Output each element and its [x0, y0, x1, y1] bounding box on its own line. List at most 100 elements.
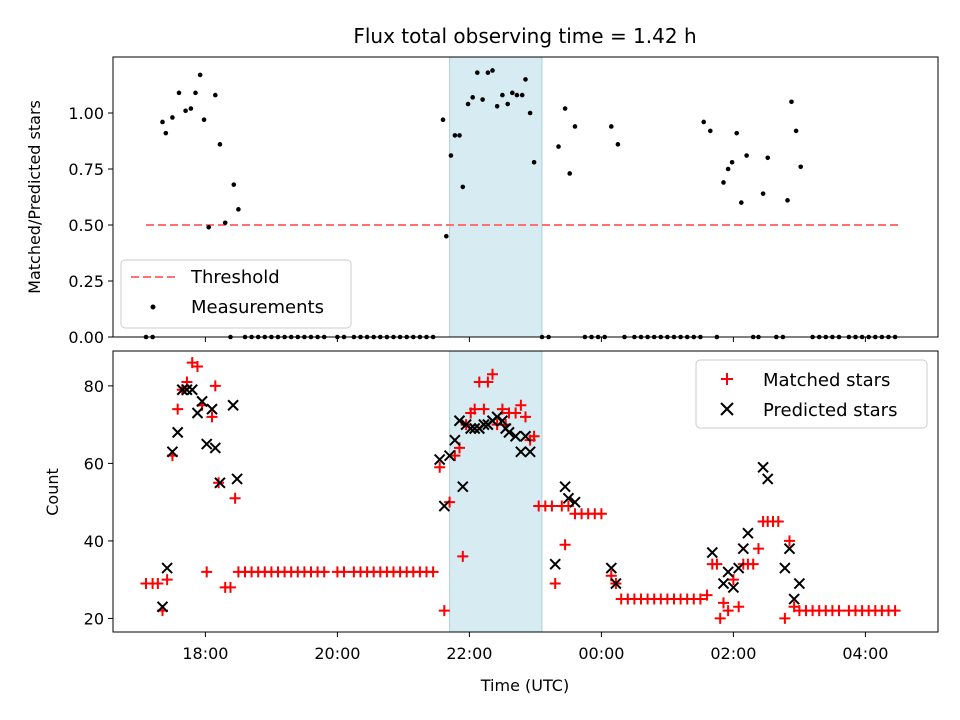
xtick-label: 04:00 — [842, 644, 888, 663]
matched-star-point — [733, 601, 745, 613]
bottom-span-shade — [449, 350, 543, 633]
legend-matched-swatch — [721, 373, 733, 385]
measurement-point — [729, 159, 735, 165]
predicted-star-point — [196, 395, 208, 408]
predicted-star-point — [227, 399, 239, 411]
predicted-star-point — [757, 461, 769, 473]
predicted-star-point — [762, 473, 774, 485]
matched-star-point — [714, 612, 726, 624]
measurement-point — [572, 124, 578, 129]
matched-star-point — [224, 581, 236, 593]
measurement-point — [163, 130, 169, 136]
measurement-point — [531, 159, 537, 165]
predicted-star-point — [478, 418, 490, 431]
predicted-star-point — [209, 442, 222, 454]
measurement-point — [222, 220, 228, 226]
predicted-star-point — [201, 438, 213, 450]
measurement-point — [556, 144, 561, 149]
measurement-point — [193, 90, 198, 96]
xtick-label: 20:00 — [314, 644, 360, 663]
measurement-point — [217, 142, 223, 147]
top-ytick-label: 1.00 — [68, 104, 104, 123]
matched-star-point — [752, 543, 764, 555]
measurement-point — [527, 110, 533, 116]
matched-star-point — [172, 403, 184, 415]
bottom-ytick-label: 20 — [84, 609, 104, 628]
legend-predicted-swatch — [720, 402, 734, 416]
measurement-point — [448, 153, 454, 158]
top-x-ticks — [204, 337, 866, 342]
measurement-point — [457, 133, 462, 138]
matched-star-point — [722, 605, 734, 617]
measurement-point — [452, 133, 458, 138]
measurement-point — [744, 153, 749, 158]
legend-predicted-label: Predicted stars — [763, 400, 897, 421]
top-ytick-label: 0.00 — [68, 328, 104, 347]
predicted-star-point — [783, 542, 796, 555]
legend-threshold-label: Threshold — [190, 267, 280, 288]
measurement-point — [475, 70, 480, 75]
measurement-point — [721, 180, 726, 185]
matched-star-point — [438, 605, 450, 617]
measurement-point — [562, 106, 568, 111]
bottom-ytick-label: 80 — [84, 377, 104, 396]
predicted-star-point — [722, 566, 734, 578]
predicted-star-point — [727, 581, 740, 594]
matched-star-point — [833, 605, 845, 617]
matched-star-point — [191, 361, 203, 373]
predicted-star-point — [453, 415, 466, 427]
measurement-point — [231, 182, 237, 187]
predicted-star-point — [161, 562, 173, 574]
measurement-point — [201, 117, 207, 123]
measurement-point — [798, 164, 804, 170]
xtick-label: 00:00 — [578, 644, 624, 663]
matched-star-point — [711, 558, 723, 570]
predicted-star-point — [793, 577, 806, 590]
top-legend-box — [120, 259, 352, 329]
measurement-point — [485, 70, 491, 75]
x-axis-label: Time (UTC) — [480, 676, 569, 695]
measurement-point — [480, 97, 485, 102]
bottom-x-ticks: 18:00 20:00 22:00 00:00 02:00 04:00 — [182, 632, 888, 663]
top-y-axis-label: Matched/Predicted stars — [25, 100, 44, 294]
matched-star-point — [434, 461, 446, 473]
predicted-star-point — [549, 558, 561, 570]
predicted-star-point — [717, 577, 730, 590]
matched-star-point — [469, 403, 481, 415]
matched-star-point — [487, 368, 498, 380]
bottom-y-axis-label: Count — [43, 468, 62, 516]
measurement-point — [615, 142, 621, 147]
measurement-point — [734, 130, 739, 136]
matched-star-point — [559, 539, 571, 551]
measurement-point — [440, 117, 446, 123]
matched-star-point — [427, 566, 439, 578]
top-y-ticks: 0.00 0.25 0.50 0.75 1.00 — [68, 104, 113, 347]
predicted-star-point — [559, 480, 571, 493]
top-axes-frame — [112, 56, 939, 338]
predicted-star-point — [176, 384, 189, 396]
measurement-point — [505, 101, 510, 107]
matched-star-point — [528, 430, 540, 442]
predicted-star-point — [524, 446, 536, 458]
measurement-point — [523, 77, 528, 82]
measurement-point — [183, 108, 188, 114]
measurement-point — [160, 119, 165, 125]
measurement-point — [460, 184, 466, 190]
top-panel: 0.00 0.25 0.50 0.75 1.00 Flux total observin… — [25, 24, 939, 347]
measurement-point — [725, 166, 731, 172]
predicted-star-point — [231, 473, 243, 485]
matched-star-point — [229, 492, 241, 504]
measurement-point — [470, 95, 476, 100]
predicted-star-point — [706, 546, 718, 559]
matched-star-point — [515, 399, 527, 411]
measurement-point — [510, 90, 515, 96]
measurement-point — [206, 224, 211, 230]
predicted-star-point — [496, 415, 509, 427]
predicted-star-point — [610, 577, 622, 590]
top-ytick-label: 0.25 — [68, 272, 104, 291]
measurement-point — [760, 191, 766, 196]
matched-star-point — [161, 574, 173, 586]
xtick-label: 18:00 — [182, 644, 228, 663]
